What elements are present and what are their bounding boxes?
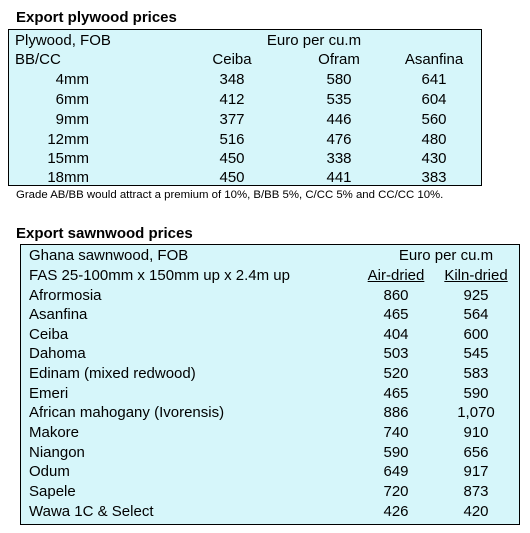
sawnwood-cell: 520 [383, 365, 409, 382]
sawnwood-row-label: Dahoma [29, 345, 86, 362]
plywood-row-label: 4mm [55, 71, 89, 88]
plywood-cell: 450 [219, 169, 245, 186]
plywood-row-label: 12mm [47, 131, 89, 148]
plywood-grade-note: Grade AB/BB would attract a premium of 1… [16, 189, 444, 201]
sawnwood-header-spec: FAS 25-100mm x 150mm up x 2.4m up [29, 267, 290, 284]
plywood-cell: 377 [219, 111, 245, 128]
plywood-row-label: 15mm [47, 150, 89, 167]
sawnwood-row-label: Edinam (mixed redwood) [29, 365, 196, 382]
sawnwood-table: Ghana sawnwood, FOB Euro per cu.m FAS 25… [20, 244, 520, 525]
plywood-cell: 516 [219, 131, 245, 148]
sawnwood-cell: 426 [383, 503, 409, 520]
plywood-header-grade: BB/CC [15, 51, 61, 68]
plywood-row-label: 9mm [55, 111, 89, 128]
plywood-title: Export plywood prices [16, 9, 177, 26]
sawnwood-col-air-dried: Air-dried [367, 267, 425, 284]
sawnwood-row-label: Emeri [29, 385, 69, 402]
sawnwood-cell: 720 [383, 483, 409, 500]
plywood-cell: 383 [421, 169, 447, 186]
sawnwood-row-label: Asanfina [29, 306, 88, 323]
plywood-col-ceiba: Ceiba [212, 51, 252, 68]
plywood-col-ofram: Ofram [318, 51, 360, 68]
sawnwood-cell: 886 [383, 404, 409, 421]
sawnwood-row-label: Odum [29, 463, 70, 480]
sawnwood-cell: 564 [463, 306, 489, 323]
sawnwood-cell: 649 [383, 463, 409, 480]
plywood-row-label: 18mm [47, 169, 89, 186]
sawnwood-row-label: Niangon [29, 444, 85, 461]
sawnwood-col-kiln-dried: Kiln-dried [444, 267, 508, 284]
plywood-cell: 441 [326, 169, 352, 186]
plywood-cell: 535 [326, 91, 352, 108]
sawnwood-cell: 1,070 [457, 404, 495, 421]
plywood-cell: 604 [421, 91, 447, 108]
sawnwood-title: Export sawnwood prices [16, 225, 193, 242]
sawnwood-cell: 583 [463, 365, 489, 382]
plywood-cell: 641 [421, 71, 447, 88]
plywood-cell: 476 [326, 131, 352, 148]
plywood-header-product: Plywood, FOB [15, 32, 111, 49]
plywood-cell: 430 [421, 150, 447, 167]
sawnwood-unit-header: Euro per cu.m [398, 247, 494, 264]
plywood-cell: 446 [326, 111, 352, 128]
sawnwood-row-label: Ceiba [29, 326, 69, 343]
sawnwood-cell: 917 [463, 463, 489, 480]
sawnwood-row-label: African mahogany (Ivorensis) [29, 404, 225, 421]
plywood-table: Plywood, FOB Euro per cu.m BB/CC Ceiba O… [8, 29, 482, 186]
plywood-col-asanfina: Asanfina [404, 51, 464, 68]
sawnwood-cell: 925 [463, 287, 489, 304]
sawnwood-cell: 545 [463, 345, 489, 362]
sawnwood-row-label: Wawa 1C & Select [29, 503, 154, 520]
plywood-cell: 580 [326, 71, 352, 88]
plywood-cell: 348 [219, 71, 245, 88]
sawnwood-cell: 404 [383, 326, 409, 343]
sawnwood-cell: 590 [463, 385, 489, 402]
sawnwood-row-label: Sapele [29, 483, 76, 500]
plywood-cell: 412 [219, 91, 245, 108]
plywood-unit-header: Euro per cu.m [266, 32, 362, 49]
plywood-cell: 338 [326, 150, 352, 167]
sawnwood-row-label: Makore [29, 424, 80, 441]
sawnwood-cell: 740 [383, 424, 409, 441]
sawnwood-header-product: Ghana sawnwood, FOB [29, 247, 189, 264]
sawnwood-cell: 420 [463, 503, 489, 520]
sawnwood-cell: 873 [463, 483, 489, 500]
plywood-row-label: 6mm [55, 91, 89, 108]
plywood-cell: 560 [421, 111, 447, 128]
sawnwood-cell: 590 [383, 444, 409, 461]
sawnwood-cell: 656 [463, 444, 489, 461]
sawnwood-row-label: Afrormosia [29, 287, 102, 304]
sawnwood-cell: 503 [383, 345, 409, 362]
sawnwood-cell: 465 [383, 385, 409, 402]
sawnwood-cell: 910 [463, 424, 489, 441]
plywood-cell: 480 [421, 131, 447, 148]
plywood-cell: 450 [219, 150, 245, 167]
sawnwood-cell: 860 [383, 287, 409, 304]
sawnwood-cell: 465 [383, 306, 409, 323]
sawnwood-cell: 600 [463, 326, 489, 343]
